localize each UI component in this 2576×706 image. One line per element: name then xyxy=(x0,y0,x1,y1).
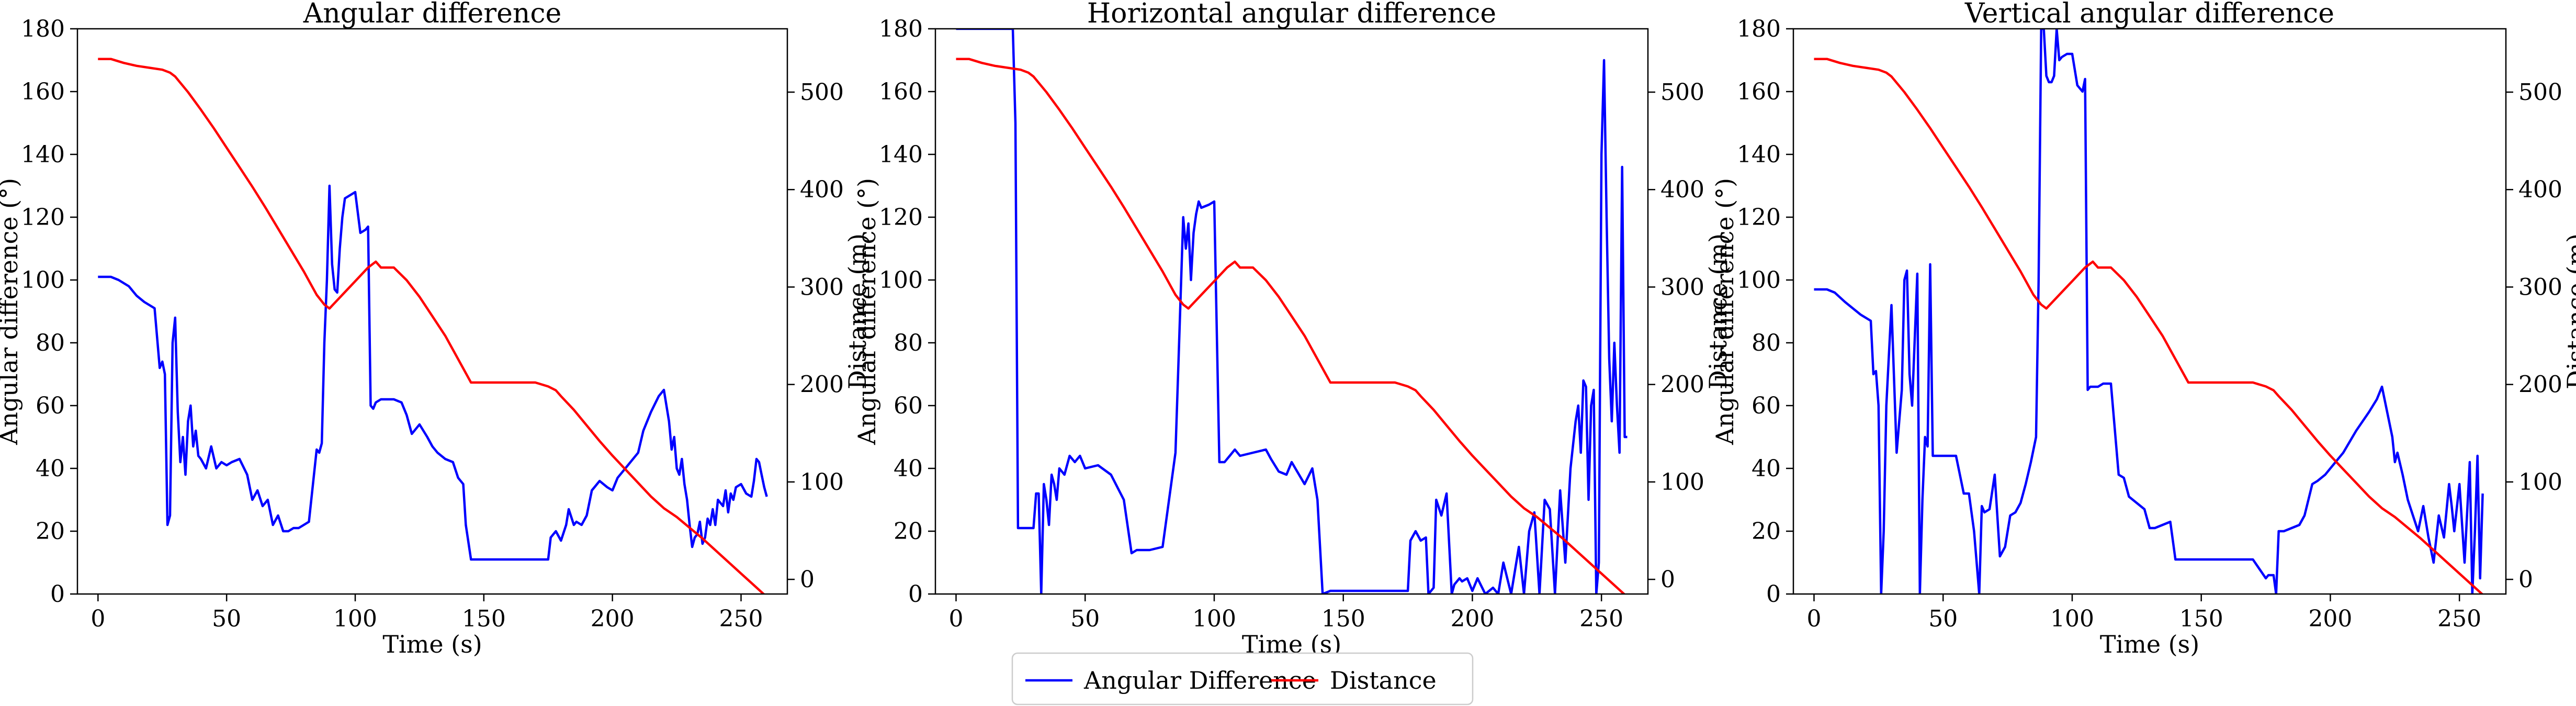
chart-title: Angular difference xyxy=(303,0,562,29)
x-tick-label: 250 xyxy=(719,606,763,632)
y-tick-label: 0 xyxy=(50,581,65,608)
plot-frame xyxy=(76,28,788,595)
y2-tick-label: 500 xyxy=(800,79,844,106)
y-tick-label: 60 xyxy=(36,393,65,419)
y-tick-label: 20 xyxy=(36,518,65,545)
chart-title: Horizontal angular difference xyxy=(1087,0,1496,29)
legend-box xyxy=(1011,652,1474,705)
series-line-angular-difference xyxy=(1814,29,2484,594)
x-axis-label: Time (s) xyxy=(382,630,482,658)
y2-axis-label: Distance (m) xyxy=(1704,233,1732,389)
y2-tick-label: 300 xyxy=(1660,274,1704,300)
y2-tick-label: 300 xyxy=(2518,274,2562,300)
y2-axis-label: Distance (m) xyxy=(843,233,872,389)
x-tick-label: 150 xyxy=(2179,606,2223,632)
y2-tick-label: 200 xyxy=(800,372,844,398)
y-tick-label: 120 xyxy=(879,204,923,231)
y2-tick-label: 100 xyxy=(2518,469,2562,496)
x-tick-label: 50 xyxy=(1070,606,1100,632)
x-axis-label: Time (s) xyxy=(2100,630,2199,658)
y-tick-label: 120 xyxy=(1737,204,1781,231)
y-tick-label: 140 xyxy=(1737,141,1781,168)
chart-panel-1: 0 50 100 150 200 250 0 20 40 60 80 100 120 140 160 180 0… xyxy=(0,0,872,658)
series-line-angular-difference xyxy=(956,29,1628,594)
y-tick-label: 40 xyxy=(1752,455,1781,482)
y2-tick-label: 400 xyxy=(800,176,844,203)
y-tick-label: 140 xyxy=(879,141,923,168)
y-tick-label: 160 xyxy=(1737,79,1781,105)
y-tick-label: 40 xyxy=(36,455,65,482)
x-tick-label: 0 xyxy=(1806,606,1821,632)
legend-label: Distance xyxy=(1330,666,1437,694)
x-tick-label: 200 xyxy=(1450,606,1494,632)
y2-tick-label: 0 xyxy=(800,566,815,593)
y2-tick-label: 200 xyxy=(1660,372,1704,398)
y-tick-label: 100 xyxy=(21,267,65,294)
y-tick-label: 80 xyxy=(894,330,923,356)
y-tick-label: 0 xyxy=(908,581,923,608)
y-tick-label: 160 xyxy=(879,79,923,105)
x-tick-label: 150 xyxy=(462,606,506,632)
chart-panel-3: 0 50 100 150 200 250 0 20 40 60 80 100 120 140 160 180 0… xyxy=(1711,0,2576,658)
legend: Angular Difference Distance xyxy=(1011,652,1474,705)
x-tick-label: 100 xyxy=(1192,606,1236,632)
x-tick-label: 250 xyxy=(1579,606,1623,632)
y2-tick-label: 0 xyxy=(1660,566,1675,593)
y2-axis-label: Distance (m) xyxy=(2562,233,2576,389)
y2-tick-label: 0 xyxy=(2518,566,2533,593)
plot-frame xyxy=(934,28,1649,595)
y-axis-label: Angular difference (°) xyxy=(0,178,23,445)
y-tick-label: 120 xyxy=(21,204,65,231)
series-line-distance xyxy=(98,58,765,594)
series-line-distance xyxy=(1814,58,2484,594)
plot-frame xyxy=(1792,28,2507,595)
x-tick-label: 150 xyxy=(1321,606,1365,632)
y2-tick-label: 100 xyxy=(1660,469,1704,496)
y-tick-label: 100 xyxy=(879,267,923,294)
x-tick-label: 0 xyxy=(91,606,105,632)
x-tick-label: 50 xyxy=(1928,606,1958,632)
y-tick-label: 100 xyxy=(1737,267,1781,294)
y-tick-label: 60 xyxy=(894,393,923,419)
x-tick-label: 200 xyxy=(591,606,635,632)
y-axis-label: Angular difference (°) xyxy=(1711,178,1739,445)
y-tick-label: 180 xyxy=(21,16,65,42)
x-tick-label: 100 xyxy=(2050,606,2094,632)
x-tick-label: 50 xyxy=(212,606,241,632)
series-line-angular-difference xyxy=(98,184,768,561)
y-tick-label: 160 xyxy=(21,79,65,105)
y-tick-label: 80 xyxy=(36,330,65,356)
x-tick-label: 200 xyxy=(2308,606,2352,632)
y-tick-label: 0 xyxy=(1766,581,1781,608)
y-tick-label: 80 xyxy=(1752,330,1781,356)
y2-tick-label: 400 xyxy=(2518,176,2562,203)
y2-tick-label: 100 xyxy=(800,469,844,496)
y2-tick-label: 200 xyxy=(2518,372,2562,398)
chart-panel-2: 0 50 100 150 200 250 0 20 40 60 80 100 120 140 160 180 0… xyxy=(853,0,1732,658)
y-axis-label: Angular difference (°) xyxy=(853,178,881,445)
chart-title: Vertical angular difference xyxy=(1964,0,2334,29)
y2-tick-label: 500 xyxy=(1660,79,1704,106)
x-tick-label: 0 xyxy=(948,606,963,632)
y2-tick-label: 400 xyxy=(1660,176,1704,203)
y2-tick-label: 500 xyxy=(2518,79,2562,106)
x-tick-label: 250 xyxy=(2437,606,2481,632)
y-tick-label: 60 xyxy=(1752,393,1781,419)
y-tick-label: 20 xyxy=(894,518,923,545)
y-tick-label: 40 xyxy=(894,455,923,482)
x-tick-label: 100 xyxy=(333,606,377,632)
y-tick-label: 180 xyxy=(1737,16,1781,42)
y-tick-label: 140 xyxy=(21,141,65,168)
y-tick-label: 20 xyxy=(1752,518,1781,545)
series-line-distance xyxy=(956,58,1626,594)
y-tick-label: 180 xyxy=(879,16,923,42)
y2-tick-label: 300 xyxy=(800,274,844,300)
